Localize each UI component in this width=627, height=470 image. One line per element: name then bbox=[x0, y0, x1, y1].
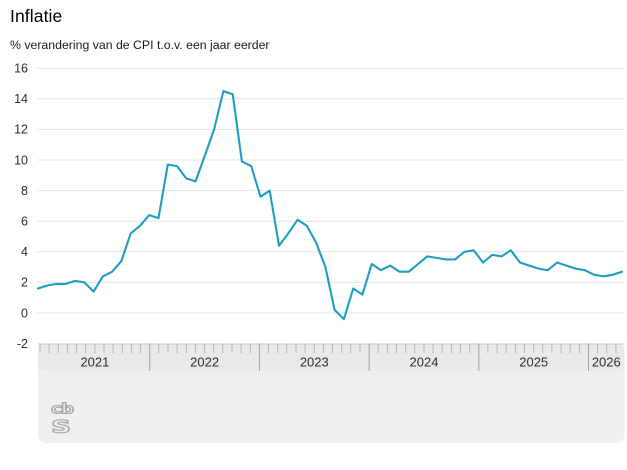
cbs-logo: cb s bbox=[49, 401, 76, 439]
year-label-2022: 2022 bbox=[190, 355, 219, 370]
x-axis-band bbox=[38, 343, 625, 371]
cbs-logo-top-letters: cb bbox=[50, 402, 75, 418]
year-label-2023: 2023 bbox=[300, 355, 329, 370]
year-label-2021: 2021 bbox=[80, 355, 109, 370]
y-axis-label--2: -2 bbox=[17, 337, 28, 351]
y-axis-label-0: 0 bbox=[21, 306, 28, 320]
y-axis-label-14: 14 bbox=[14, 92, 28, 106]
y-axis-label-2: 2 bbox=[21, 276, 28, 290]
series-line-inflation bbox=[36, 90, 624, 321]
y-axis-label-6: 6 bbox=[21, 215, 28, 229]
chart-title: Inflatie bbox=[10, 6, 63, 26]
gridlines bbox=[37, 67, 624, 314]
x-axis-year-labels: 2021 2022 2023 2024 2025 2026 bbox=[80, 355, 620, 370]
plot-area[interactable] bbox=[37, 60, 624, 343]
year-label-2026: 2026 bbox=[592, 355, 621, 370]
x-axis-ticks bbox=[39, 343, 617, 371]
year-label-2024: 2024 bbox=[410, 355, 439, 370]
cbs-logo-bottom-letter: s bbox=[50, 413, 72, 439]
y-axis-label-10: 10 bbox=[14, 153, 28, 167]
y-axis-labels: -2 0 2 4 6 8 10 12 14 16 bbox=[14, 62, 28, 351]
y-axis-label-16: 16 bbox=[14, 62, 28, 76]
chart-subtitle: % verandering van de CPI t.o.v. een jaar… bbox=[10, 38, 270, 52]
y-axis-label-4: 4 bbox=[21, 245, 28, 259]
year-label-2025: 2025 bbox=[519, 355, 548, 370]
y-axis-label-12: 12 bbox=[14, 123, 28, 137]
y-axis-label-8: 8 bbox=[21, 184, 28, 198]
